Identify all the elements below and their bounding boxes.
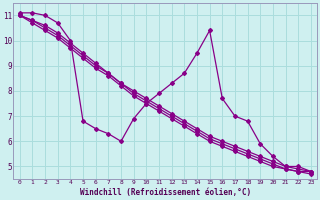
X-axis label: Windchill (Refroidissement éolien,°C): Windchill (Refroidissement éolien,°C) [80, 188, 251, 197]
